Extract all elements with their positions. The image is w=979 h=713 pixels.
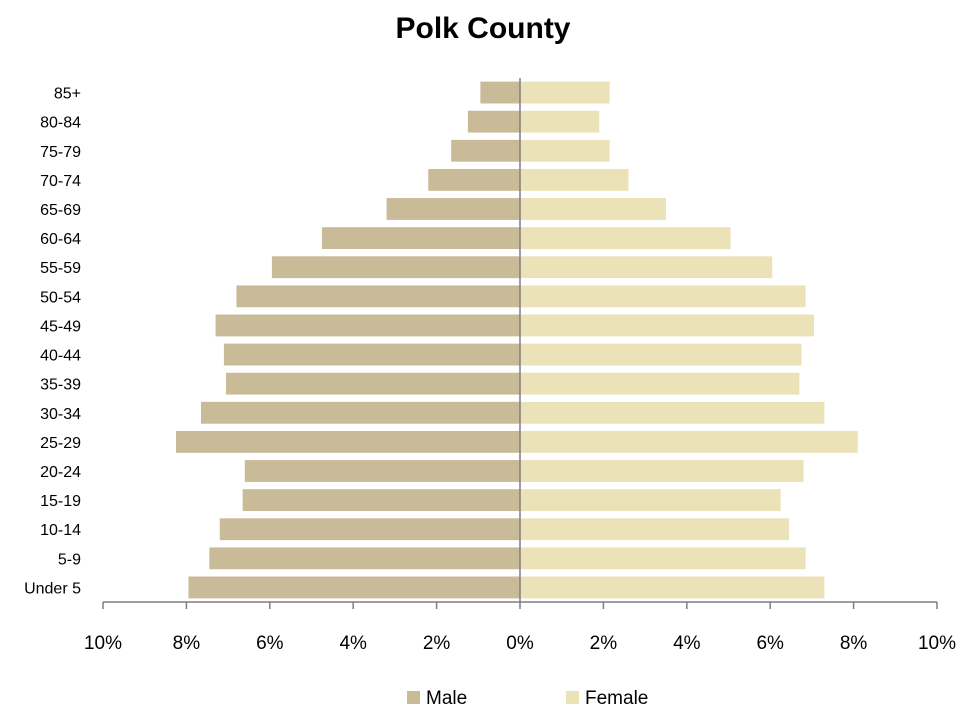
bar-male-85plus: [480, 81, 520, 104]
bar-female-25-29: [520, 430, 858, 453]
bar-male-50-54: [236, 285, 520, 308]
category-label: 35-39: [40, 377, 81, 394]
bar-female-80-84: [520, 110, 600, 133]
x-tick-label: 6%: [256, 633, 284, 654]
bar-female-55-59: [520, 256, 773, 279]
x-axis: 10% 8% 6% 4% 2% 0% 2% 4% 6% 8% 10%: [84, 601, 956, 654]
bar-male-15-19: [242, 489, 520, 512]
category-label: 15-19: [40, 493, 81, 510]
x-tick-label: 10%: [84, 633, 122, 654]
category-label: 5-9: [58, 551, 81, 568]
bar-male-45-49: [215, 314, 520, 337]
category-label: 65-69: [40, 202, 81, 219]
bar-male-75-79: [451, 139, 520, 162]
bar-female-75-79: [520, 139, 610, 162]
x-tick-label: 8%: [840, 633, 868, 654]
bar-female-10-14: [520, 518, 789, 541]
bar-male-10-14: [219, 518, 520, 541]
category-label: 45-49: [40, 318, 81, 335]
category-label: 75-79: [40, 144, 81, 161]
bar-female-70-74: [520, 168, 629, 191]
bar-male-35-39: [226, 372, 520, 395]
category-label: 25-29: [40, 435, 81, 452]
category-label: 40-44: [40, 348, 81, 365]
bar-female-85plus: [520, 81, 610, 104]
category-label: 20-24: [40, 464, 81, 481]
category-label: 70-74: [40, 173, 81, 190]
legend-swatch-female: [566, 691, 579, 704]
bar-male-55-59: [271, 256, 520, 279]
category-labels: 85+ 80-84 75-79 70-74 65-69 60-64 55-59 50-54 45…: [24, 86, 81, 598]
bars-group: [175, 81, 858, 599]
bar-female-Under-5: [520, 576, 825, 599]
x-tick-label: 10%: [918, 633, 956, 654]
legend-label-male: Male: [426, 688, 467, 709]
category-label: 60-64: [40, 231, 81, 248]
bar-male-5-9: [209, 547, 520, 570]
category-label: 80-84: [40, 115, 81, 132]
bar-female-60-64: [520, 227, 731, 250]
bar-female-65-69: [520, 198, 666, 220]
bar-male-70-74: [428, 168, 520, 191]
chart-title: Polk County: [395, 12, 570, 45]
bar-male-65-69: [386, 198, 520, 220]
category-label: 85+: [54, 86, 81, 103]
x-tick-label: 4%: [339, 633, 367, 654]
category-label: 50-54: [40, 289, 81, 306]
bar-female-15-19: [520, 489, 781, 512]
category-label: 55-59: [40, 260, 81, 277]
category-label: Under 5: [24, 580, 81, 597]
legend: Male Female: [407, 688, 648, 709]
bar-female-40-44: [520, 343, 802, 366]
category-label: 10-14: [40, 522, 81, 539]
bar-male-Under-5: [188, 576, 521, 599]
bar-male-20-24: [244, 460, 520, 482]
bar-female-20-24: [520, 460, 804, 482]
bar-male-40-44: [223, 343, 520, 366]
x-tick-label: 8%: [173, 633, 201, 654]
x-tick-label: 4%: [673, 633, 701, 654]
bar-female-35-39: [520, 372, 800, 395]
bar-female-45-49: [520, 314, 814, 337]
x-tick-label: 2%: [590, 633, 618, 654]
x-tick-label: 2%: [423, 633, 451, 654]
bar-male-25-29: [175, 430, 520, 453]
x-tick-label: 6%: [756, 633, 784, 654]
bar-male-60-64: [321, 227, 520, 250]
bar-female-5-9: [520, 547, 806, 570]
bar-male-80-84: [467, 110, 520, 133]
bar-female-30-34: [520, 401, 825, 424]
legend-swatch-male: [407, 691, 420, 704]
x-tick-label: 0%: [506, 633, 534, 654]
legend-label-female: Female: [585, 688, 648, 709]
bar-male-30-34: [200, 401, 520, 424]
bar-female-50-54: [520, 285, 806, 308]
category-label: 30-34: [40, 406, 81, 423]
